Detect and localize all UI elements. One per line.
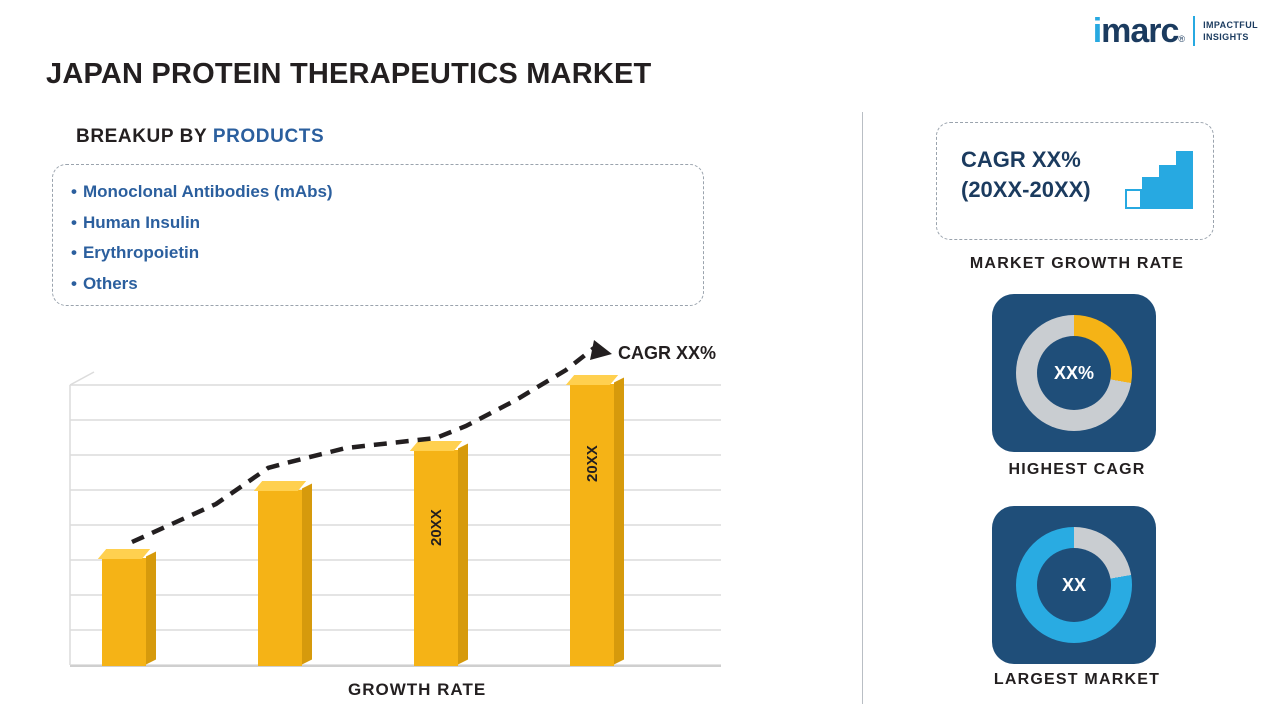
bar-chart-icon — [1125, 151, 1193, 209]
bullet-icon: • — [71, 212, 77, 232]
logo-text-marc: marc — [1101, 12, 1179, 50]
cagr-label: CAGR XX% (20XX-20XX) — [961, 145, 1091, 205]
bar-3-top — [409, 441, 463, 451]
list-item: • Others — [71, 269, 333, 300]
chart-xlabel: GROWTH RATE — [348, 680, 487, 699]
market-growth-rate-box: CAGR XX% (20XX-20XX) — [936, 122, 1214, 240]
logo-tagline-1: IMPACTFUL — [1203, 19, 1258, 30]
bullet-icon: • — [71, 273, 77, 293]
market-growth-rate-caption: MARKET GROWTH RATE — [969, 255, 1185, 272]
list-item-label: Erythropoietin — [82, 243, 200, 262]
bar-2-side — [302, 483, 312, 665]
page-title: JAPAN PROTEIN THERAPEUTICS MARKET — [46, 58, 652, 90]
list-item-label: Monoclonal Antibodies (mAbs) — [82, 182, 333, 201]
bar-1-top — [97, 549, 151, 559]
bar-1-side — [146, 551, 156, 665]
imarc-logo: i marc ® IMPACTFUL INSIGHTS — [1093, 14, 1258, 48]
list-item: • Erythropoietin — [71, 238, 333, 269]
products-box: • Monoclonal Antibodies (mAbs) • Human Ins… — [52, 164, 704, 306]
cagr-value: CAGR XX% — [961, 147, 1081, 172]
list-item: • Human Insulin — [71, 208, 333, 239]
bullet-icon: • — [71, 243, 77, 262]
bar-3 — [414, 450, 458, 666]
logo-trademark: ® — [1178, 34, 1186, 44]
bar-2-top — [253, 481, 307, 491]
bar-4-top — [565, 375, 619, 385]
bar-4 — [570, 384, 614, 666]
highest-cagr-value: XX% — [1037, 336, 1111, 410]
bar-3-side — [458, 443, 468, 665]
highest-cagr-caption: HIGHEST CAGR — [1008, 461, 1146, 478]
list-item-label: Others — [82, 273, 138, 293]
bar-4-label: 20XX — [584, 445, 601, 482]
list-item: • Monoclonal Antibodies (mAbs) — [71, 177, 333, 208]
logo-divider — [1193, 16, 1196, 46]
cagr-period: (20XX-20XX) — [961, 177, 1091, 202]
logo-tagline-2: INSIGHTS — [1203, 32, 1249, 42]
growth-bar-chart: 20XX 20XX CAGR XX% GROWTH RATE — [46, 330, 806, 710]
breakup-heading: BREAKUP BY PRODUCTS — [76, 126, 324, 148]
largest-market-caption: LARGEST MARKET — [993, 671, 1161, 688]
bar-3-label: 20XX — [428, 509, 445, 546]
highest-cagr-tile: XX% — [992, 294, 1156, 452]
bar-4-side — [614, 377, 624, 665]
list-item-label: Human Insulin — [82, 212, 201, 232]
panel-divider — [862, 112, 863, 704]
logo-text-i: i — [1092, 12, 1103, 50]
products-list: • Monoclonal Antibodies (mAbs) • Human Ins… — [71, 177, 333, 299]
largest-market-value: XX — [1037, 548, 1111, 622]
bar-2 — [258, 490, 302, 666]
bullet-icon: • — [71, 182, 77, 201]
breakup-prefix: BREAKUP BY — [76, 126, 213, 147]
chart-cagr-annotation: CAGR XX% — [618, 343, 717, 363]
largest-market-tile: XX — [992, 506, 1156, 664]
bar-1 — [102, 558, 146, 666]
breakup-highlight: PRODUCTS — [212, 126, 325, 147]
